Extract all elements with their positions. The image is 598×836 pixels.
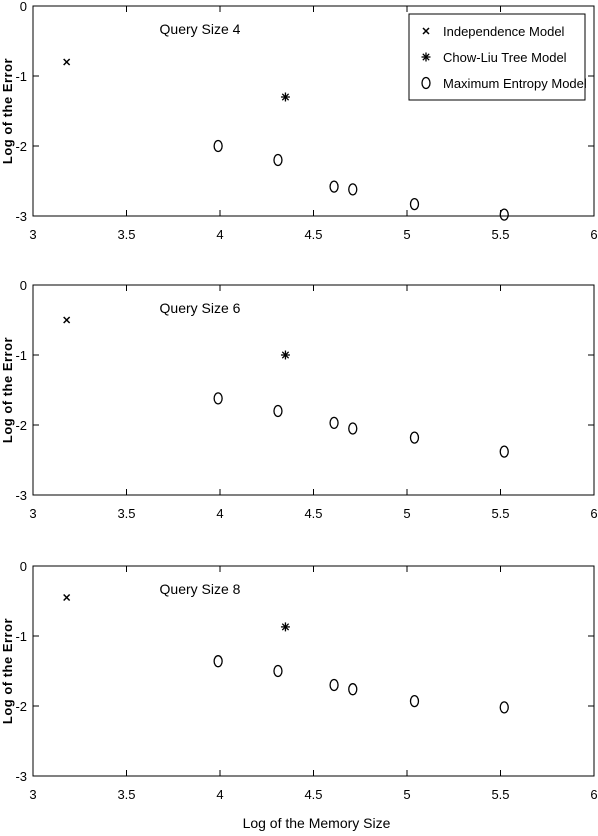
chart-title: Query Size 8 [160,581,241,597]
data-point-star [280,350,290,360]
data-point-star [280,622,290,632]
plot-frame [32,284,595,496]
data-point-star-stroke [281,623,290,631]
plot-frame [32,565,595,777]
data-point-circle [348,183,358,196]
x-tick-label: 4.5 [304,506,322,521]
y-tick-label: 0 [20,278,27,293]
y-axis-label: Log of the Error [0,337,15,443]
data-point-cross [63,593,71,602]
y-axis-label: Log of the Error [0,618,15,724]
x-tick-label: 4.5 [304,227,322,242]
data-point-circle [329,678,339,692]
data-point-circle [348,683,358,696]
x-tick-label: 5 [403,506,410,521]
data-point-circle [499,701,509,714]
x-tick-label: 4 [216,227,223,242]
y-tick-label: 0 [20,559,27,574]
x-tick-label: 5.5 [491,227,509,242]
legend-entry-label: Chow-Liu Tree Model [443,50,567,65]
data-point-circle [273,664,283,678]
y-tick-label: -3 [15,209,27,224]
x-tick-label: 4 [216,787,223,802]
y-tick-label: -2 [15,139,27,154]
y-tick-label: -1 [15,629,27,644]
data-point-circle [409,694,420,708]
legend-entry-label: Independence Model [443,24,565,39]
data-point-circle [409,197,420,211]
y-tick-label: -3 [15,769,27,784]
data-point-circle [213,392,223,405]
x-tick-label: 5.5 [491,506,509,521]
data-point-circle [273,153,283,167]
y-axis-label: Log of the Error [0,58,15,164]
data-point-circle [499,208,509,221]
data-point-cross [63,58,71,66]
legend-marker [422,27,430,35]
y-tick-label: -1 [15,348,27,363]
x-tick-label: 4.5 [304,787,322,802]
data-point-circle [213,655,223,668]
legend-marker-stroke [422,53,430,61]
data-point-cross-stroke [63,593,71,602]
data-point-circle [409,431,420,444]
x-tick-label: 5 [403,787,410,802]
x-tick-label: 5.5 [491,787,509,802]
chart-panel-1: 3 3.5 4 4.5 5 5.5 6 0 -1 -2 -3 Log of the Error Quer… [0,0,598,242]
chart-title: Query Size 4 [160,21,241,37]
data-point-cross [63,316,71,324]
x-axis-label: Log of the Memory Size [243,815,391,831]
x-tick-label: 6 [590,787,597,802]
x-tick-label: 5 [403,227,410,242]
x-tick-label: 3 [29,227,36,242]
x-tick-label: 3.5 [117,227,135,242]
x-tick-label: 4 [216,506,223,521]
y-tick-label: -2 [15,418,27,433]
data-point-star [280,92,290,102]
data-point-star-stroke [281,351,290,359]
y-tick-label: -2 [15,699,27,714]
legend: Independence Model Chow-Liu Tree Model Max… [408,13,587,101]
x-tick-label: 3 [29,787,36,802]
data-point-circle [329,180,339,193]
y-tick-label: -3 [15,488,27,503]
data-point-cross-stroke [63,58,71,66]
chart-title: Query Size 6 [160,300,241,316]
data-point-circle [329,416,339,430]
x-tick-label: 6 [590,506,597,521]
chart-panel-2: 3 3.5 4 4.5 5 5.5 6 0 -1 -2 -3 Log of the Error Quer… [0,278,598,521]
x-tick-label: 3 [29,506,36,521]
data-point-cross-stroke [63,316,71,324]
x-tick-label: 3.5 [117,787,135,802]
chart-panel-3: 3 3.5 4 4.5 5 5.5 6 0 -1 -2 -3 Log of the Error Quer… [0,559,598,831]
data-point-circle [499,445,509,458]
data-point-circle [348,422,358,435]
x-tick-label: 6 [590,227,597,242]
data-point-circle [213,139,223,153]
legend-marker-stroke [422,27,430,35]
legend-entry-label: Maximum Entropy Model [443,76,587,91]
y-tick-label: -1 [15,69,27,84]
x-tick-label: 3.5 [117,506,135,521]
legend-box [408,13,586,101]
data-point-circle [273,404,283,418]
legend-marker [421,52,431,62]
legend-marker [421,76,431,90]
y-tick-label: 0 [20,0,27,14]
data-point-star-stroke [281,93,290,101]
